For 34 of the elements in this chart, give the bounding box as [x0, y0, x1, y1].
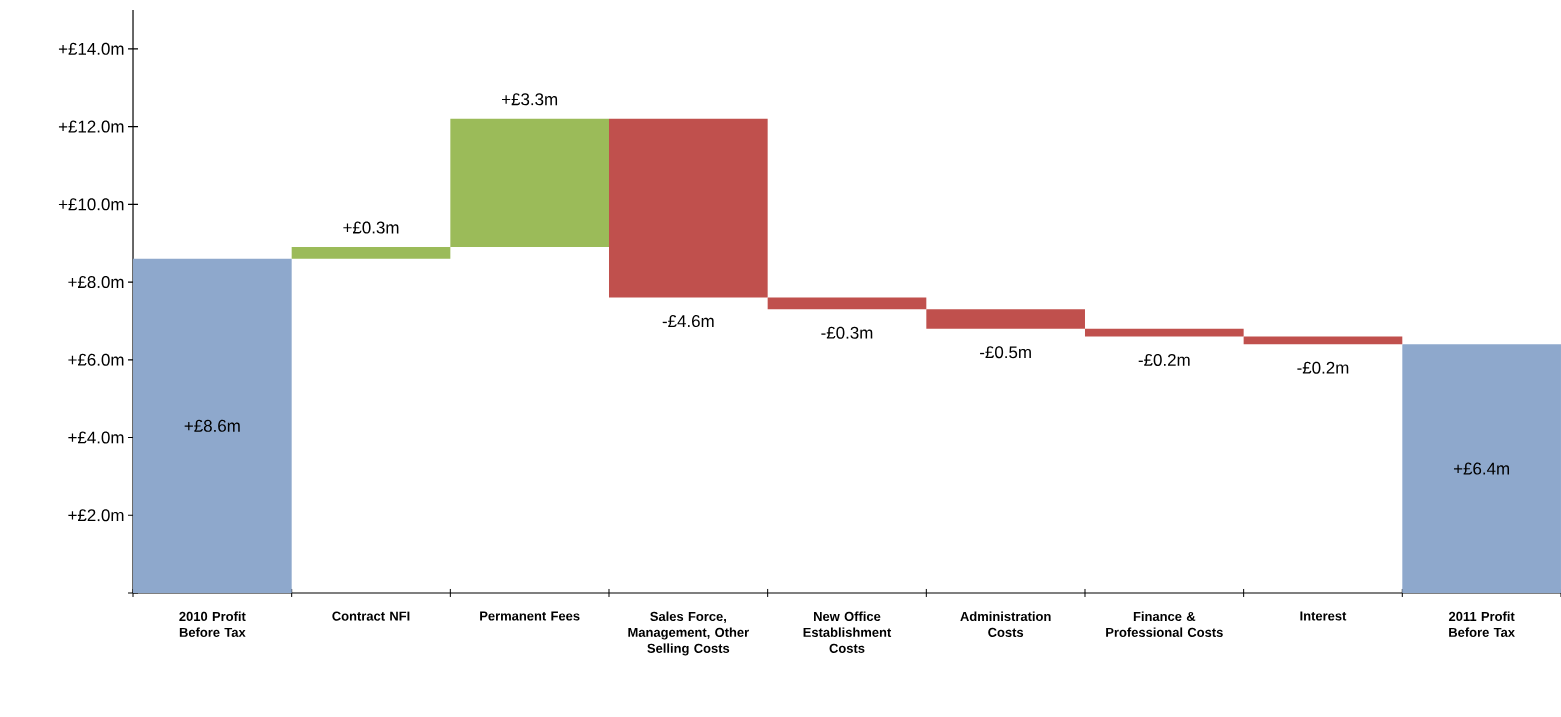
data-label: -£0.2m: [1297, 361, 1349, 374]
bar: [1243, 336, 1403, 345]
data-label: +£6.4m: [1453, 462, 1510, 475]
bar: [1402, 344, 1561, 593]
bar: [767, 297, 927, 310]
y-tick-label: +£2.0m: [68, 509, 124, 522]
bar: [1084, 328, 1244, 337]
y-tick-label: +£10.0m: [58, 198, 124, 211]
bar: [450, 118, 609, 248]
data-label: -£0.3m: [821, 326, 873, 339]
x-tick-label: Administration Costs: [960, 611, 1051, 637]
bar: [133, 258, 292, 593]
x-tick-label: Finance & Professional Costs: [1106, 611, 1223, 637]
y-tick-label: +£14.0m: [58, 42, 124, 55]
x-tick-label: Permanent Fees: [480, 611, 580, 621]
data-label: -£4.6m: [662, 315, 714, 328]
data-label: -£0.2m: [1138, 353, 1190, 366]
x-tick-label: 2010 Profit Before Tax: [179, 611, 246, 637]
data-label: -£0.5m: [980, 346, 1031, 359]
x-tick-label: Interest: [1300, 611, 1347, 621]
y-tick-label: +£6.0m: [68, 353, 124, 366]
bar: [926, 309, 1085, 329]
y-tick-label: +£8.0m: [68, 276, 124, 289]
data-label: +£8.6m: [184, 419, 240, 432]
data-label: +£0.3m: [343, 221, 399, 234]
data-label: +£3.3m: [502, 93, 558, 106]
x-tick-label: New Office Establishment Costs: [803, 611, 892, 653]
x-tick-label: Contract NFI: [332, 611, 410, 621]
bar: [609, 118, 768, 298]
bar: [291, 247, 451, 259]
x-tick-label: Sales Force, Management, Other Selling Costs: [628, 611, 749, 656]
y-tick-label: +£12.0m: [58, 120, 124, 133]
y-tick-label: +£4.0m: [68, 431, 124, 444]
x-tick-label: 2011 Profit Before Tax: [1448, 611, 1515, 637]
